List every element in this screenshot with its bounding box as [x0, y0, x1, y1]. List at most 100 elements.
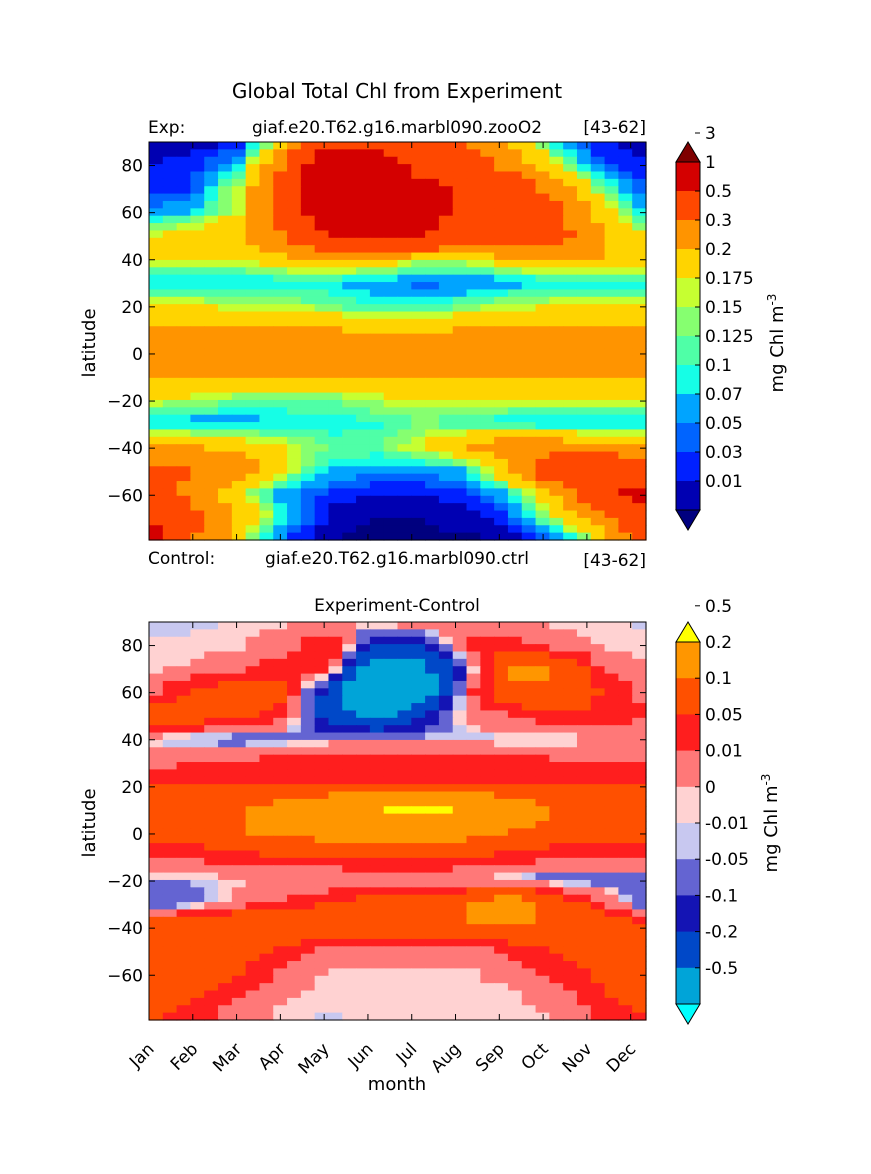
contour-cell [328, 843, 343, 852]
contour-cell [383, 717, 399, 726]
contour-cell [576, 377, 592, 386]
contour-cell [231, 282, 247, 291]
contour-cell [231, 304, 247, 313]
contour-cell [383, 769, 399, 778]
contour-cell [328, 717, 343, 726]
contour-cell [604, 636, 619, 645]
contour-cell [549, 828, 564, 837]
contour-cell [604, 186, 619, 195]
contour-cell [397, 843, 412, 852]
contour-cell [328, 282, 343, 291]
contour-cell [397, 517, 412, 526]
contour-cell [411, 629, 426, 638]
contour-cell [397, 458, 412, 467]
contour-cell [300, 503, 316, 512]
contour-cell [287, 902, 302, 911]
contour-cell [438, 451, 454, 460]
contour-cell [259, 178, 274, 187]
contour-cell [259, 806, 274, 815]
contour-cell [383, 370, 399, 379]
contour-cell [590, 1012, 606, 1021]
contour-cell [480, 673, 495, 682]
contour-cell [273, 282, 288, 291]
contour-cell [618, 164, 633, 173]
contour-cell [300, 961, 316, 970]
contour-cell [452, 399, 468, 408]
contour-cell [176, 149, 192, 158]
contour-cell [245, 1012, 261, 1021]
contour-cell [452, 436, 468, 445]
contour-cell [590, 798, 606, 807]
contour-cell [576, 274, 592, 283]
contour-cell [176, 658, 192, 667]
contour-cell [190, 164, 205, 173]
contour-cell [425, 510, 440, 519]
contour-cell [604, 835, 619, 844]
contour-cell [314, 208, 330, 217]
contour-cell [521, 622, 537, 630]
contour-cell [452, 355, 468, 364]
contour-cell [425, 879, 440, 888]
contour-cell [466, 466, 481, 475]
contour-cell [162, 703, 178, 712]
contour-cell [328, 429, 343, 438]
contour-cell [190, 392, 205, 401]
contour-cell [549, 208, 564, 217]
contour-cell [204, 754, 219, 763]
contour-cell [507, 223, 523, 232]
contour-cell [563, 953, 578, 962]
contour-cell [521, 451, 537, 460]
contour-cell [162, 451, 178, 460]
contour-cell [466, 997, 481, 1006]
contour-cell [452, 872, 468, 881]
contour-cell [162, 488, 178, 497]
contour-cell [162, 414, 178, 423]
contour-cell [328, 703, 343, 712]
contour-cell [176, 769, 192, 778]
contour-cell [162, 318, 178, 327]
contour-cell [466, 695, 481, 704]
contour-cell [452, 894, 468, 903]
contour-cell [411, 377, 426, 386]
contour-cell [176, 481, 192, 490]
contour-cell [438, 414, 454, 423]
contour-cell [300, 1012, 316, 1021]
contour-cell [549, 429, 564, 438]
contour-cell [356, 230, 371, 239]
contour-cell [494, 304, 509, 313]
contour-cell [576, 252, 592, 261]
contour-cell [521, 532, 537, 541]
contour-cell [507, 791, 523, 800]
contour-cell [535, 481, 550, 490]
exp-case-name: giaf.e20.T62.g16.marbl090.zooO2 [252, 118, 542, 138]
contour-cell [259, 355, 274, 364]
contour-cell [300, 644, 316, 653]
contour-cell [287, 164, 302, 173]
contour-cell [425, 651, 440, 660]
contour-cell [480, 762, 495, 771]
contour-cell [438, 717, 454, 726]
contour-cell [176, 510, 192, 519]
contour-cell [507, 311, 523, 320]
contour-cell [218, 887, 233, 896]
contour-cell [480, 776, 495, 785]
contour-cell [604, 223, 619, 232]
contour-cell [535, 636, 550, 645]
contour-cell [342, 142, 357, 150]
contour-cell [563, 200, 578, 209]
contour-cell [438, 843, 454, 852]
contour-cell [149, 223, 164, 232]
contour-cell [190, 902, 205, 911]
contour-cell [245, 252, 261, 261]
x-tick-label: Oct [518, 1039, 553, 1074]
contour-cell [245, 931, 261, 940]
contour-cell [369, 282, 385, 291]
contour-cell [259, 938, 274, 947]
contour-cell [259, 857, 274, 866]
contour-cell [604, 798, 619, 807]
contour-cell [563, 510, 578, 519]
contour-cell [328, 739, 343, 748]
contour-cell [314, 703, 330, 712]
contour-cell [314, 223, 330, 232]
contour-cell [149, 178, 164, 187]
